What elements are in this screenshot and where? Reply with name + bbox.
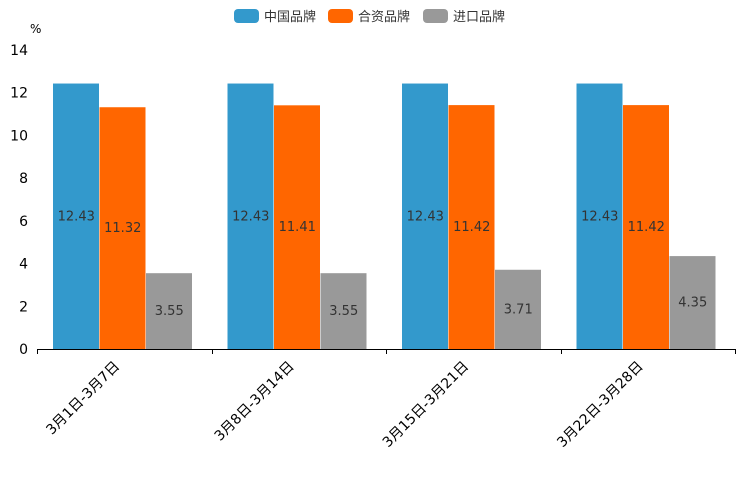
- bar-2-2[interactable]: [495, 269, 541, 349]
- y-axis: 0 2 4 6 8 10 12 14: [10, 43, 28, 358]
- bar-1-1[interactable]: [274, 105, 320, 349]
- x-axis: 3月1日-3月7日 3月8日-3月14日 3月15日-3月21日 3月22日-3月28…: [37, 349, 736, 451]
- bars: [53, 83, 716, 350]
- bar-3-1[interactable]: [623, 105, 669, 349]
- bar-2-0[interactable]: [402, 83, 448, 350]
- x-category-label-1: 3月8日-3月14日: [212, 359, 298, 445]
- data-label-0-1: 11.32: [104, 221, 141, 236]
- y-tick-label: 12: [10, 86, 28, 102]
- bar-1-2[interactable]: [320, 273, 367, 349]
- data-label-2-0: 12.43: [407, 209, 444, 224]
- x-category-label-3: 3月22日-3月28日: [554, 359, 646, 451]
- bar-3-2[interactable]: [669, 256, 716, 349]
- data-label-1-1: 11.41: [279, 220, 316, 235]
- data-label-1-0: 12.43: [232, 209, 269, 224]
- legend-label-1[interactable]: 合资品牌: [358, 9, 410, 25]
- data-label-0-2: 3.55: [155, 304, 184, 319]
- y-tick-label: 10: [10, 128, 28, 144]
- data-labels: 12.43 11.32 3.55 12.43 11.41 3.55 12.43 11.42 3.…: [58, 209, 708, 319]
- y-tick-label: 2: [19, 299, 28, 315]
- legend-swatch-1[interactable]: [328, 9, 353, 23]
- bar-2-1[interactable]: [448, 105, 495, 349]
- data-label-3-0: 12.43: [581, 209, 618, 224]
- x-category-label-0: 3月1日-3月7日: [43, 359, 123, 439]
- y-tick-label: 8: [19, 171, 28, 187]
- y-tick-label: 6: [19, 214, 28, 230]
- data-label-2-2: 3.71: [504, 302, 533, 317]
- bar-1-0[interactable]: [227, 83, 274, 350]
- x-category-label-2: 3月15日-3月21日: [380, 359, 472, 451]
- y-tick-label: 14: [10, 43, 28, 59]
- legend-swatch-0[interactable]: [234, 9, 259, 23]
- legend-swatch-2[interactable]: [423, 9, 448, 23]
- bar-0-2[interactable]: [146, 273, 192, 349]
- bar-0-0[interactable]: [53, 83, 99, 350]
- y-tick-label: 4: [19, 257, 28, 273]
- data-label-0-0: 12.43: [58, 209, 95, 224]
- legend-label-2[interactable]: 进口品牌: [453, 9, 505, 25]
- y-axis-unit: %: [30, 22, 41, 36]
- data-label-3-1: 11.42: [628, 220, 665, 235]
- data-label-3-2: 4.35: [678, 296, 707, 311]
- bar-3-0[interactable]: [576, 83, 623, 350]
- data-label-1-2: 3.55: [329, 304, 358, 319]
- y-tick-label: 0: [19, 342, 28, 358]
- legend-label-0[interactable]: 中国品牌: [264, 9, 316, 25]
- bar-0-1[interactable]: [99, 107, 146, 349]
- legend: 中国品牌 合资品牌 进口品牌: [234, 9, 505, 25]
- data-label-2-1: 11.42: [453, 220, 490, 235]
